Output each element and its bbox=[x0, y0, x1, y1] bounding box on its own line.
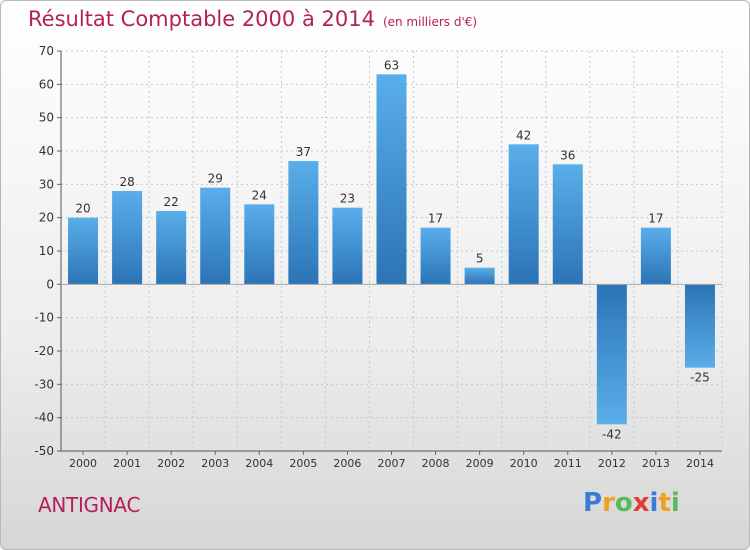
data-label-2002: 22 bbox=[164, 195, 179, 209]
bar-2014 bbox=[684, 284, 715, 368]
x-tick-label: 2014 bbox=[686, 457, 714, 470]
data-label-2009: 5 bbox=[476, 252, 484, 266]
x-tick-label: 2012 bbox=[598, 457, 626, 470]
y-tick-label: -40 bbox=[34, 411, 54, 425]
data-label-2007: 63 bbox=[384, 58, 399, 72]
y-tick-label: 60 bbox=[39, 77, 54, 91]
chart-title: Résultat Comptable 2000 à 2014 (en millie… bbox=[28, 7, 477, 31]
bar-2010 bbox=[508, 144, 539, 285]
data-label-2004: 24 bbox=[252, 188, 267, 202]
data-label-2013: 17 bbox=[648, 212, 663, 226]
logo-letter: i bbox=[649, 488, 659, 518]
chart-unit-label: (en milliers d'€) bbox=[382, 15, 478, 29]
x-tick-label: 2000 bbox=[69, 457, 97, 470]
bar-2007 bbox=[376, 74, 407, 285]
logo-letter: P bbox=[583, 488, 603, 518]
data-label-2000: 20 bbox=[75, 202, 90, 216]
logo-letter: o bbox=[614, 488, 633, 518]
x-tick-label: 2005 bbox=[289, 457, 317, 470]
data-label-2010: 42 bbox=[516, 128, 531, 142]
data-label-2006: 23 bbox=[340, 192, 355, 206]
y-tick-label: 30 bbox=[39, 177, 54, 191]
chart-title-text: Résultat Comptable 2000 à 2014 bbox=[28, 7, 375, 31]
x-tick-label: 2009 bbox=[466, 457, 494, 470]
y-tick-label: 50 bbox=[39, 111, 54, 125]
bar-2013 bbox=[640, 227, 671, 285]
logo-letter: t bbox=[658, 488, 671, 518]
x-tick-label: 2003 bbox=[201, 457, 229, 470]
bar-2008 bbox=[420, 227, 451, 285]
bar-2005 bbox=[288, 161, 319, 285]
y-tick-label: 20 bbox=[39, 211, 54, 225]
bar-2002 bbox=[156, 211, 187, 285]
data-label-2005: 37 bbox=[296, 145, 311, 159]
x-tick-label: 2004 bbox=[245, 457, 273, 470]
x-tick-label: 2002 bbox=[157, 457, 185, 470]
bar-2003 bbox=[200, 187, 231, 285]
bar-2001 bbox=[112, 191, 143, 285]
y-tick-label: 0 bbox=[46, 277, 54, 291]
x-tick-label: 2013 bbox=[642, 457, 670, 470]
x-tick-label: 2006 bbox=[333, 457, 361, 470]
bar-2012 bbox=[596, 284, 627, 425]
y-tick-label: -50 bbox=[34, 444, 54, 458]
logo-letter: i bbox=[670, 488, 680, 518]
y-tick-label: 70 bbox=[39, 44, 54, 58]
commune-name: ANTIGNAC bbox=[38, 493, 141, 517]
logo-letter: x bbox=[632, 488, 650, 518]
y-tick-label: -30 bbox=[34, 377, 54, 391]
data-label-2014: -25 bbox=[690, 371, 710, 385]
data-label-2001: 28 bbox=[119, 175, 134, 189]
bar-2004 bbox=[244, 204, 275, 285]
x-tick-label: 2011 bbox=[554, 457, 582, 470]
x-tick-label: 2008 bbox=[422, 457, 450, 470]
y-tick-label: -10 bbox=[34, 311, 54, 325]
x-tick-label: 2001 bbox=[113, 457, 141, 470]
proxiti-logo: Proxiti bbox=[583, 488, 680, 518]
data-label-2011: 36 bbox=[560, 148, 575, 162]
x-tick-label: 2007 bbox=[378, 457, 406, 470]
bar-2006 bbox=[332, 207, 363, 285]
data-label-2003: 29 bbox=[208, 172, 223, 186]
bar-2009 bbox=[464, 267, 495, 285]
y-tick-label: 40 bbox=[39, 144, 54, 158]
bar-2000 bbox=[68, 217, 99, 285]
y-tick-label: 10 bbox=[39, 244, 54, 258]
data-label-2012: -42 bbox=[602, 427, 622, 441]
bar-2011 bbox=[552, 164, 583, 285]
y-tick-label: -20 bbox=[34, 344, 54, 358]
data-label-2008: 17 bbox=[428, 212, 443, 226]
x-tick-label: 2010 bbox=[510, 457, 538, 470]
logo-letter: r bbox=[602, 488, 615, 518]
